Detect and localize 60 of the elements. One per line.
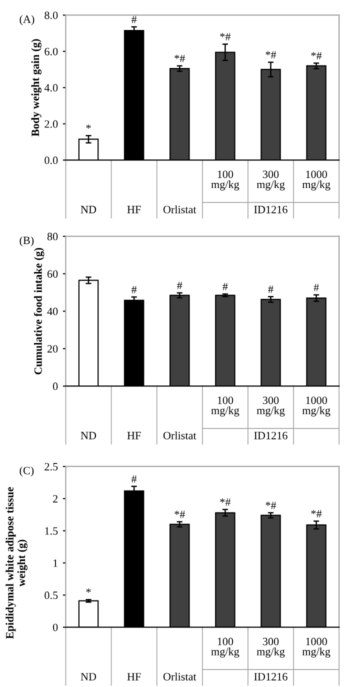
annotation: # <box>132 475 137 483</box>
chart-title: (B) <box>20 236 34 246</box>
annotation: * <box>86 124 91 129</box>
annotation: *# <box>174 510 185 518</box>
y-tick-label: 0.0 <box>44 156 58 164</box>
x-tick-label: HF <box>127 432 141 440</box>
x-tick-label: 100 mg/kg <box>211 170 240 190</box>
y-tick-label: 0 <box>52 624 58 632</box>
y-tick-label: 8.0 <box>44 12 58 20</box>
y-tick-label: 0 <box>52 382 58 390</box>
y-tick-label: 2.5 <box>44 462 58 470</box>
y-axis-title: Cumulative food intake (g) <box>34 248 44 374</box>
y-tick-label: 0.5 <box>44 592 58 600</box>
x-tick-label: 300 mg/kg <box>256 170 285 190</box>
annotation: # <box>222 282 228 290</box>
x-tick-label: 300 mg/kg <box>256 638 285 658</box>
x-tick-label: 1000 mg/kg <box>302 638 330 658</box>
annotation: *# <box>220 33 231 40</box>
x-tick-label: 100 mg/kg <box>211 396 240 416</box>
y-tick-label: 4.0 <box>44 84 58 92</box>
chart-title: (A) <box>20 15 34 26</box>
annotation: # <box>177 282 182 290</box>
annotation: *# <box>311 510 322 518</box>
y-tick-label: 1 <box>54 559 58 567</box>
chart-title: (C) <box>20 466 34 477</box>
y-tick-label: 2 <box>53 495 58 502</box>
y-axis-title: Body weight gain (g) <box>31 39 42 136</box>
text: ID1216 <box>254 672 288 680</box>
x-tick-label: 1000 mg/kg <box>302 170 330 190</box>
annotation: # <box>132 286 137 294</box>
x-tick-label: HF <box>127 206 141 214</box>
y-tick-label: 60 <box>47 270 58 278</box>
y-tick-label: 1.5 <box>45 527 58 535</box>
annotation: * <box>86 588 91 593</box>
y-tick-label: 40 <box>47 308 58 316</box>
x-tick-label: Orlistat <box>163 205 196 214</box>
text: ID1216 <box>254 206 288 214</box>
annotation: *# <box>220 498 231 506</box>
x-tick-label: 100 mg/kg <box>211 638 240 658</box>
y-tick-label: 2.0 <box>44 120 58 128</box>
y-tick-label: 6.0 <box>44 48 58 56</box>
x-tick-label: ND <box>80 432 96 440</box>
y-axis-title: Epididymal white adipose tissue weight (g) <box>6 487 28 639</box>
annotation: # <box>268 286 274 293</box>
x-tick-label: 1000 mg/kg <box>302 396 330 416</box>
annotation: *# <box>266 51 276 58</box>
x-tick-label: 300 mg/kg <box>256 396 285 416</box>
annotation: *# <box>311 52 322 60</box>
x-tick-label: ND <box>80 673 96 680</box>
annotation: *# <box>266 502 276 510</box>
x-tick-label: HF <box>127 673 141 680</box>
annotation: # <box>314 284 319 292</box>
y-tick-label: 80 <box>47 232 58 240</box>
annotation: # <box>132 16 137 24</box>
y-tick-label: 20 <box>47 345 58 353</box>
x-tick-label: Orlistat <box>163 432 196 440</box>
annotation: *# <box>174 54 185 62</box>
text: ID1216 <box>254 432 288 440</box>
x-tick-label: ND <box>80 206 96 214</box>
x-tick-label: Orlistat <box>163 672 196 680</box>
